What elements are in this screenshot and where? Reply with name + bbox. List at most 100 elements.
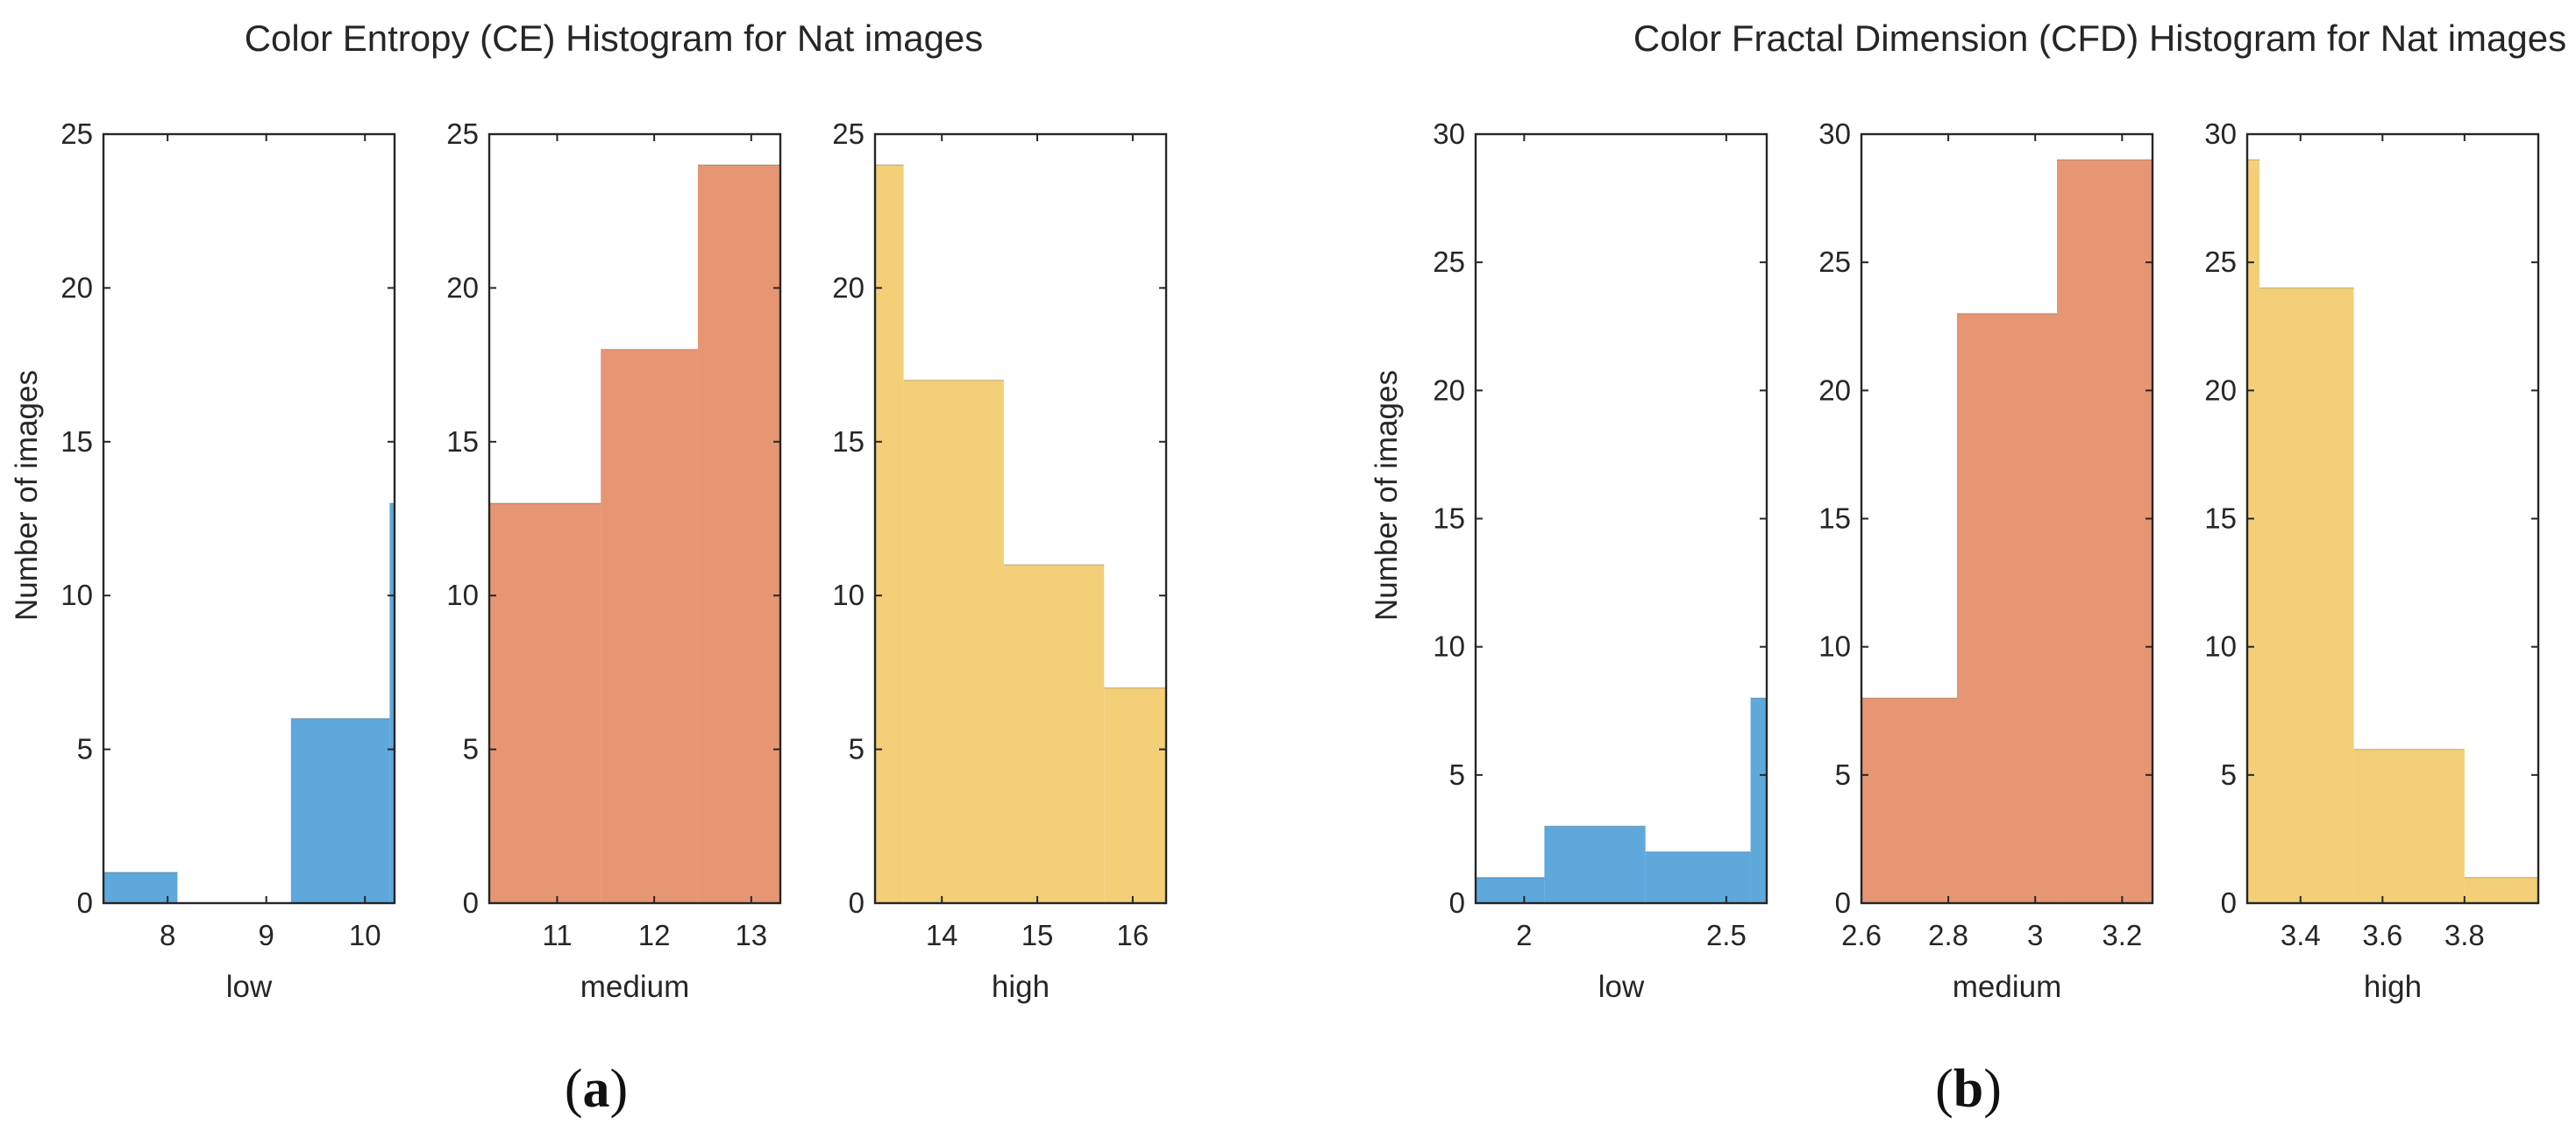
ticks-b-high: 0 5 10 15 20 25 30 3.4 3.6 3.8 [2204, 117, 2538, 951]
histogram-bar-b-high-3 [2464, 877, 2538, 903]
panel-a-high: 0 5 10 15 20 25 14 15 16 high [832, 117, 1168, 1004]
panel-b-medium: 0 5 10 15 20 25 30 2.6 2.8 3 3.2 medium [1818, 117, 2154, 1004]
y-tick-label-a-high-1: 5 [849, 733, 865, 765]
x-axis-label-a-medium: medium [580, 970, 689, 1004]
x-tick-label-a-high-0: 14 [926, 919, 958, 951]
x-tick-label-a-medium-0: 11 [542, 919, 572, 951]
bars-b-high [2247, 159, 2538, 903]
y-tick-label-b-medium-6: 30 [1818, 117, 1851, 150]
y-tick-label-a-high-3: 15 [832, 425, 865, 458]
x-tick-label-a-low-0: 8 [160, 919, 175, 951]
y-tick-label-b-low-0: 0 [1449, 886, 1465, 919]
x-axis-label-b-medium: medium [1953, 970, 2061, 1004]
y-axis-label-a: Number of images [10, 370, 44, 621]
x-tick-label-b-medium-3: 3.2 [2102, 919, 2142, 951]
histogram-bar-b-medium-2 [2056, 160, 2153, 903]
histogram-bar-b-low-2 [1645, 851, 1751, 903]
y-tick-label-b-low-1: 5 [1449, 758, 1465, 791]
y-tick-label-a-high-0: 0 [849, 886, 865, 919]
panel-a-low: 0 5 10 15 20 25 8 9 10 low [60, 117, 396, 1004]
bars-a-medium [489, 164, 780, 903]
x-tick-label-b-low-0: 2 [1516, 919, 1532, 951]
y-tick-label-a-low-4: 20 [60, 271, 93, 303]
bars-b-low [1476, 697, 1767, 903]
y-tick-label-a-medium-1: 5 [463, 733, 479, 765]
y-tick-label-b-high-5: 25 [2204, 246, 2237, 278]
y-tick-label-a-high-5: 25 [832, 117, 865, 150]
y-tick-label-a-low-5: 25 [60, 117, 93, 150]
ticks-a-medium: 0 5 10 15 20 25 11 12 13 [446, 117, 780, 951]
histogram-bar-a-high-1 [903, 380, 1004, 903]
histogram-bar-b-low-0 [1476, 877, 1545, 903]
y-tick-label-b-low-5: 25 [1433, 246, 1465, 278]
x-tick-label-a-low-1: 9 [259, 919, 274, 951]
y-tick-label-a-low-3: 15 [60, 425, 93, 458]
caption-b-letter: b [1953, 1059, 1983, 1119]
x-axis-label-b-low: low [1598, 970, 1645, 1004]
histogram-bar-a-low-3 [389, 502, 395, 903]
histogram-bar-a-low-0 [103, 872, 178, 903]
panel-b-low: 0 5 10 15 20 25 30 2 2.5 low [1433, 117, 1768, 1004]
histogram-bar-b-medium-1 [1957, 313, 2057, 904]
bars-a-low [103, 502, 395, 903]
x-tick-label-a-medium-1: 12 [638, 919, 671, 951]
axes-frame-a-low [102, 132, 396, 905]
ticks-a-low: 0 5 10 15 20 25 8 9 10 [60, 117, 395, 951]
bars-a-high [875, 164, 1166, 903]
y-tick-label-a-low-2: 10 [60, 579, 93, 611]
y-tick-label-b-low-2: 10 [1433, 630, 1465, 663]
ticks-b-low: 0 5 10 15 20 25 30 2 2.5 [1433, 117, 1767, 951]
histogram-bar-b-high-1 [2259, 288, 2354, 903]
y-tick-label-b-medium-2: 10 [1818, 630, 1851, 663]
x-axis-label-a-high: high [992, 970, 1050, 1004]
y-tick-label-a-low-1: 5 [77, 733, 93, 765]
y-tick-label-a-high-4: 20 [832, 271, 865, 303]
y-tick-label-b-high-1: 5 [2221, 758, 2237, 791]
y-tick-label-b-medium-3: 15 [1818, 502, 1851, 535]
y-tick-label-a-high-2: 10 [832, 579, 865, 611]
axes-frame-b-low [1474, 132, 1768, 905]
y-tick-label-a-medium-4: 20 [446, 271, 479, 303]
x-tick-label-a-low-2: 10 [349, 919, 381, 951]
y-tick-label-a-medium-0: 0 [463, 886, 479, 919]
x-axis-label-a-low: low [226, 970, 273, 1004]
histogram-bar-b-medium-0 [1861, 698, 1958, 903]
histogram-bar-b-low-1 [1544, 826, 1646, 903]
panel-b-high: 0 5 10 15 20 25 30 3.4 3.6 3.8 high [2204, 117, 2540, 1004]
histogram-bar-a-medium-2 [697, 165, 780, 903]
y-tick-label-b-medium-5: 25 [1818, 246, 1851, 278]
x-tick-label-a-high-1: 15 [1021, 919, 1054, 951]
histogram-bar-b-high-2 [2353, 749, 2465, 903]
histogram-bar-a-low-2 [290, 718, 390, 903]
caption-a-letter: a [583, 1059, 610, 1119]
x-tick-label-a-medium-2: 13 [735, 919, 767, 951]
chart-title-a: Color Entropy (CE) Histogram for Nat ima… [245, 18, 984, 59]
y-tick-label-a-medium-2: 10 [446, 579, 479, 611]
chart-group-b: Color Fractal Dimension (CFD) Histogram … [1370, 18, 2566, 1119]
y-tick-label-b-low-3: 15 [1433, 502, 1465, 535]
y-tick-label-a-low-0: 0 [77, 886, 93, 919]
histogram-bar-a-high-2 [1003, 565, 1105, 903]
x-axis-label-b-high: high [2364, 970, 2422, 1004]
y-tick-label-b-low-4: 20 [1433, 374, 1465, 406]
caption-b: (b) [1935, 1059, 2002, 1119]
histogram-bar-a-high-3 [1104, 687, 1166, 903]
x-tick-label-b-low-1: 2.5 [1706, 919, 1747, 951]
x-tick-label-b-medium-2: 3 [2027, 919, 2043, 951]
histogram-bar-b-low-3 [1750, 698, 1767, 903]
y-tick-label-b-low-6: 30 [1433, 117, 1465, 150]
histogram-bar-a-high-0 [875, 165, 904, 903]
y-tick-label-b-high-2: 10 [2204, 630, 2237, 663]
axes-frame-a-high [873, 132, 1168, 905]
ticks-a-high: 0 5 10 15 20 25 14 15 16 [832, 117, 1166, 951]
x-tick-label-b-medium-1: 2.8 [1928, 919, 1968, 951]
y-tick-label-a-medium-3: 15 [446, 425, 479, 458]
x-tick-label-a-high-2: 16 [1117, 919, 1149, 951]
histogram-bar-a-medium-1 [601, 349, 698, 903]
y-tick-label-b-high-3: 15 [2204, 502, 2237, 535]
ticks-b-medium: 0 5 10 15 20 25 30 2.6 2.8 3 3.2 [1818, 117, 2153, 951]
y-tick-label-b-medium-4: 20 [1818, 374, 1851, 406]
y-tick-label-b-high-4: 20 [2204, 374, 2237, 406]
y-tick-label-b-high-0: 0 [2221, 886, 2237, 919]
chart-title-b: Color Fractal Dimension (CFD) Histogram … [1633, 18, 2566, 59]
